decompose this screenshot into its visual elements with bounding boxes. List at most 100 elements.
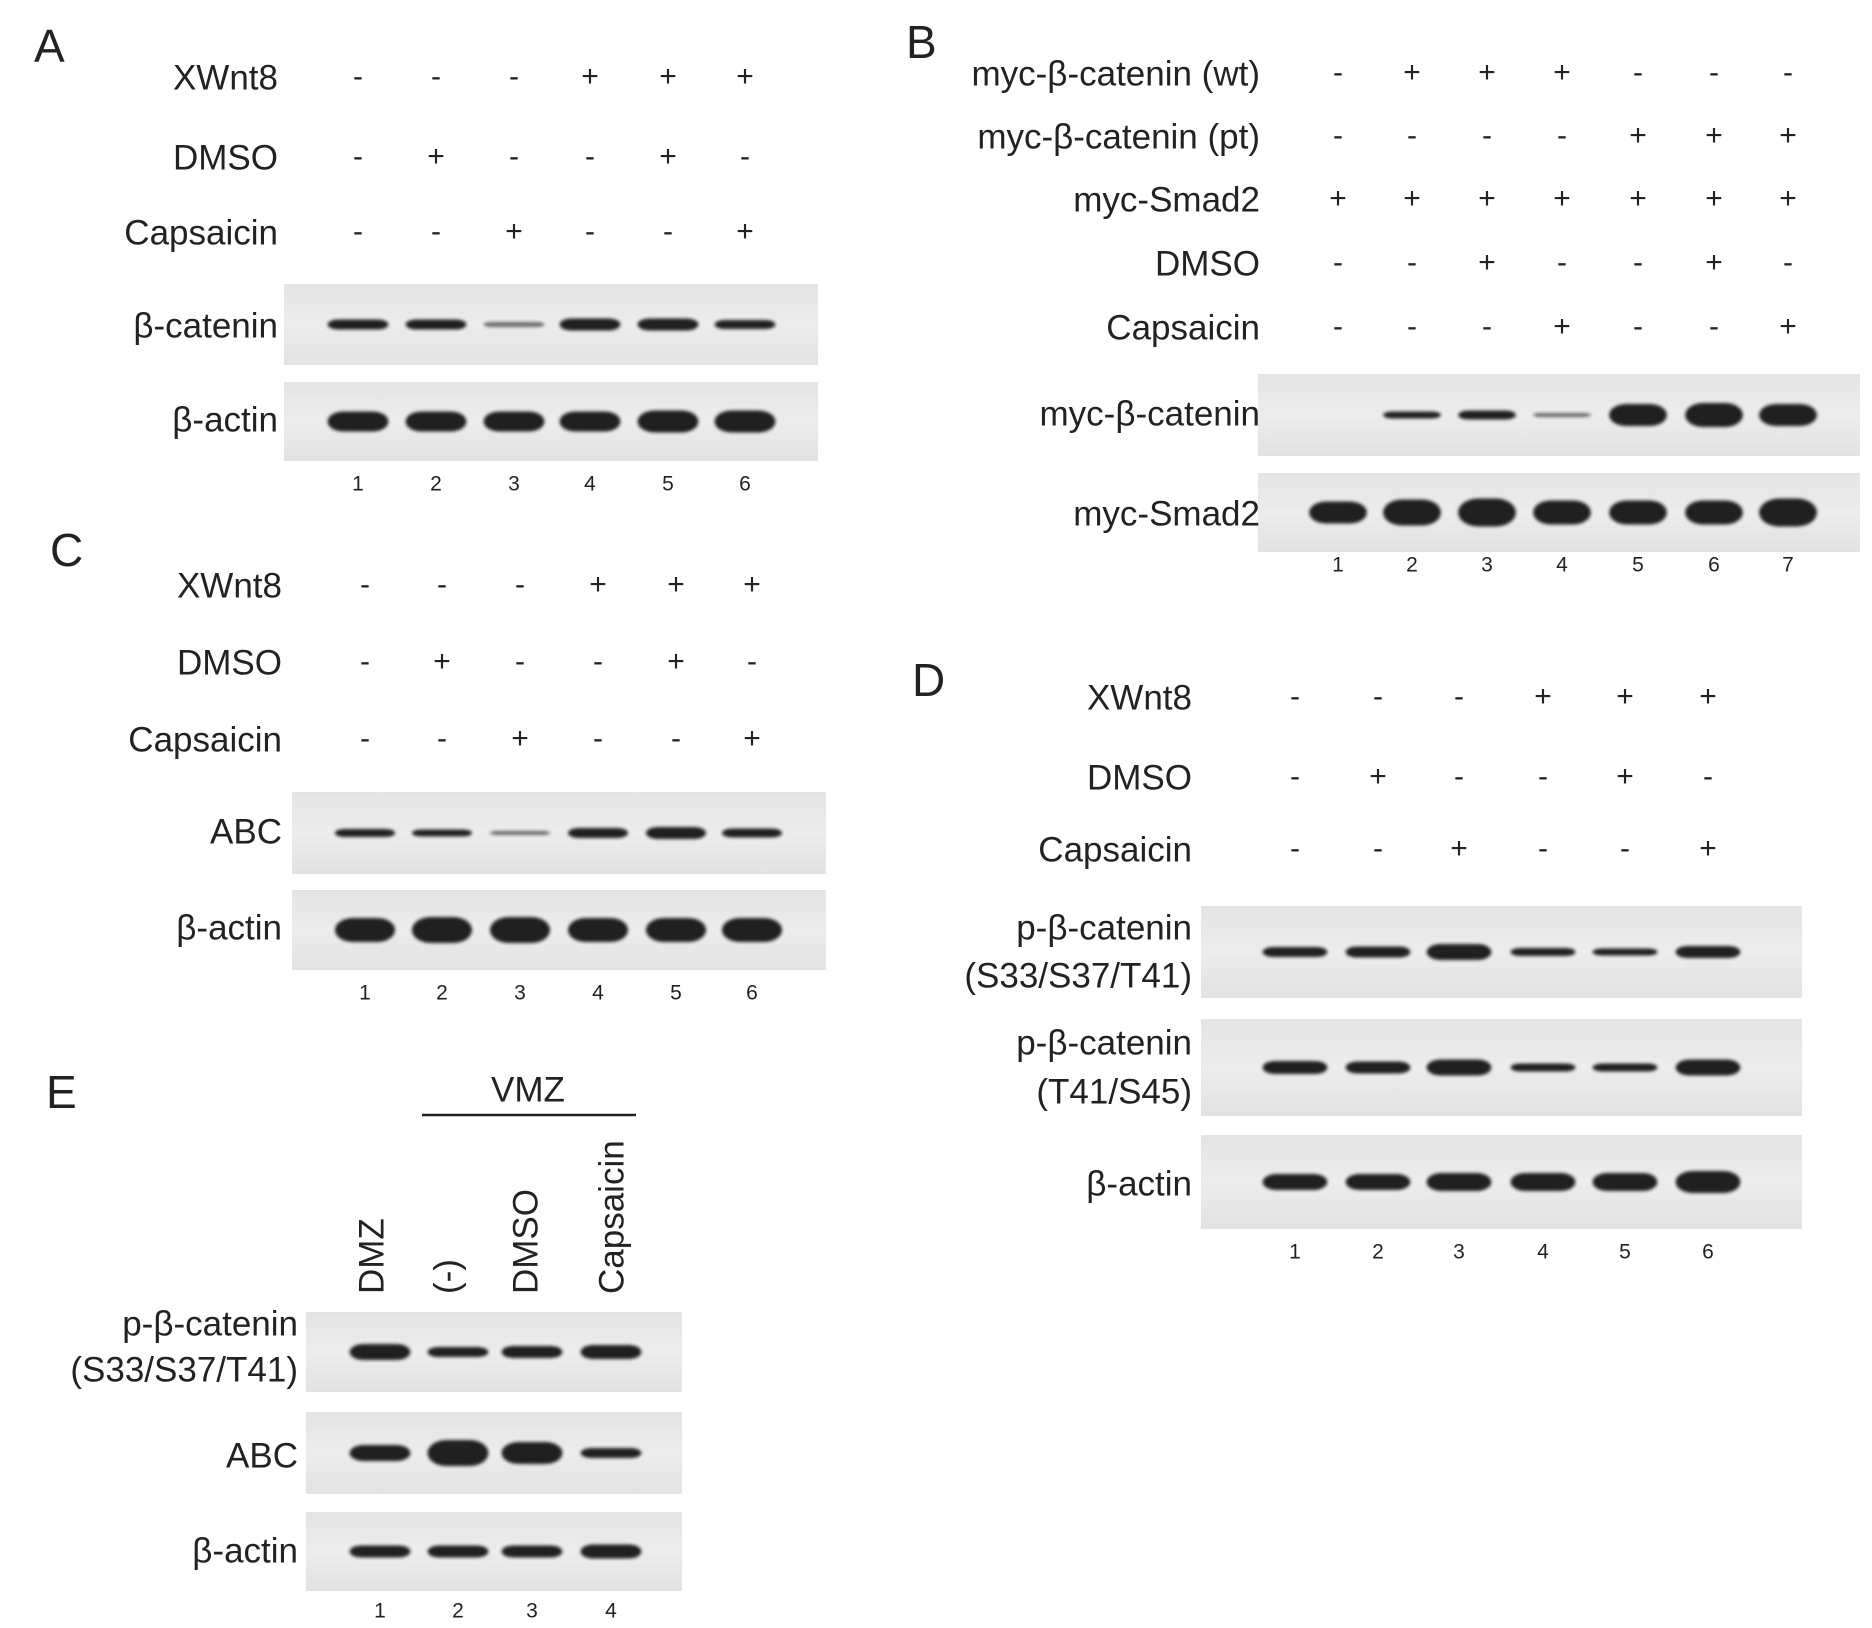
band bbox=[1426, 944, 1492, 960]
band bbox=[580, 1448, 642, 1458]
blot-label: p-β-catenin bbox=[1016, 1023, 1192, 1062]
condition-sign: + bbox=[1553, 310, 1571, 343]
band bbox=[427, 1545, 489, 1558]
condition-sign: - bbox=[1482, 119, 1492, 152]
blot-label: β-actin bbox=[176, 908, 282, 947]
condition-sign: - bbox=[1783, 56, 1793, 89]
condition-sign: + bbox=[736, 215, 754, 248]
condition-sign: + bbox=[1629, 119, 1647, 152]
condition-sign: + bbox=[1629, 182, 1647, 215]
condition-sign: - bbox=[1333, 119, 1343, 152]
condition-sign: - bbox=[663, 215, 673, 248]
band bbox=[411, 829, 473, 837]
condition-sign: + bbox=[1705, 119, 1723, 152]
band bbox=[1510, 948, 1576, 956]
condition-sign: + bbox=[1478, 246, 1496, 279]
band bbox=[1685, 500, 1743, 525]
condition-sign: - bbox=[1290, 760, 1300, 793]
band bbox=[427, 1440, 489, 1466]
condition-sign: - bbox=[353, 215, 363, 248]
condition-label: DMSO bbox=[173, 138, 278, 177]
condition-sign: - bbox=[1633, 56, 1643, 89]
band bbox=[1510, 1173, 1576, 1191]
blot-label: p-β-catenin bbox=[122, 1304, 298, 1343]
condition-label: XWnt8 bbox=[1087, 678, 1192, 717]
band bbox=[1383, 499, 1441, 526]
condition-sign: - bbox=[515, 645, 525, 678]
lane-label: (-) bbox=[427, 1259, 466, 1294]
condition-sign: + bbox=[1478, 56, 1496, 89]
band bbox=[501, 1346, 563, 1358]
blot-label: myc-Smad2 bbox=[1073, 494, 1260, 533]
band bbox=[714, 410, 776, 433]
lane-number: 3 bbox=[1453, 1241, 1465, 1264]
band bbox=[489, 917, 551, 943]
lane-number: 1 bbox=[352, 473, 364, 496]
panel-letter: A bbox=[34, 20, 65, 72]
lane-number: 3 bbox=[514, 982, 526, 1005]
lane-number: 3 bbox=[526, 1600, 538, 1623]
lane-number: 1 bbox=[1289, 1241, 1301, 1264]
band bbox=[411, 917, 473, 943]
condition-sign: - bbox=[1373, 680, 1383, 713]
condition-sign: - bbox=[1482, 310, 1492, 343]
band bbox=[721, 918, 783, 942]
lane-number: 5 bbox=[1619, 1241, 1631, 1264]
panel-letter: D bbox=[912, 654, 945, 706]
blot-label: β-actin bbox=[172, 400, 278, 439]
band bbox=[1609, 404, 1667, 426]
condition-sign: + bbox=[1705, 182, 1723, 215]
blot-label: ABC bbox=[210, 812, 282, 851]
condition-sign: + bbox=[1478, 182, 1496, 215]
condition-sign: - bbox=[1373, 832, 1383, 865]
condition-sign: - bbox=[1538, 760, 1548, 793]
band bbox=[1592, 1063, 1658, 1072]
condition-sign: + bbox=[736, 60, 754, 93]
band bbox=[1426, 1173, 1492, 1191]
band bbox=[349, 1344, 411, 1360]
condition-sign: - bbox=[1454, 760, 1464, 793]
band bbox=[637, 318, 699, 331]
condition-sign: + bbox=[1616, 680, 1634, 713]
condition-sign: + bbox=[433, 645, 451, 678]
band bbox=[349, 1545, 411, 1558]
condition-sign: - bbox=[1538, 832, 1548, 865]
lane-number: 7 bbox=[1782, 554, 1794, 577]
condition-sign: - bbox=[360, 645, 370, 678]
blot-label: myc-β-catenin bbox=[1040, 394, 1260, 433]
condition-label: DMSO bbox=[1155, 244, 1260, 283]
lane-label: DMZ bbox=[352, 1218, 391, 1294]
lane-number: 4 bbox=[584, 473, 596, 496]
condition-label: myc-β-catenin (wt) bbox=[972, 54, 1261, 93]
condition-sign: + bbox=[667, 645, 685, 678]
band bbox=[1759, 404, 1817, 426]
condition-sign: - bbox=[360, 568, 370, 601]
condition-sign: + bbox=[1705, 246, 1723, 279]
band bbox=[327, 319, 389, 330]
band bbox=[1345, 1061, 1411, 1074]
condition-sign: + bbox=[1403, 56, 1421, 89]
condition-sign: - bbox=[437, 722, 447, 755]
condition-sign: - bbox=[593, 645, 603, 678]
lane-number: 6 bbox=[746, 982, 758, 1005]
lane-label: Capsaicin bbox=[592, 1140, 631, 1294]
band bbox=[1675, 1059, 1741, 1076]
band bbox=[1262, 1174, 1328, 1190]
condition-sign: + bbox=[1616, 760, 1634, 793]
condition-label: XWnt8 bbox=[173, 58, 278, 97]
lane-number: 3 bbox=[508, 473, 520, 496]
condition-sign: - bbox=[1709, 56, 1719, 89]
band bbox=[501, 1442, 563, 1464]
condition-sign: - bbox=[360, 722, 370, 755]
blot-label: p-β-catenin bbox=[1016, 908, 1192, 947]
lane-number: 5 bbox=[670, 982, 682, 1005]
panel-letter: E bbox=[46, 1066, 77, 1118]
lane-number: 4 bbox=[592, 982, 604, 1005]
condition-sign: + bbox=[1699, 680, 1717, 713]
condition-sign: - bbox=[431, 60, 441, 93]
band bbox=[327, 411, 389, 432]
panel-letter: C bbox=[50, 524, 83, 576]
condition-sign: - bbox=[1709, 310, 1719, 343]
condition-sign: - bbox=[1783, 246, 1793, 279]
